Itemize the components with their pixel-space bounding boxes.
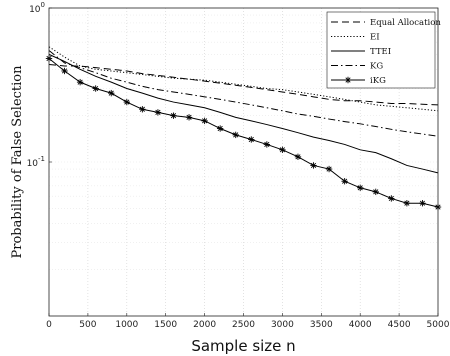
x-tick-label: 0 (46, 320, 52, 330)
series-line-kg (48, 50, 439, 137)
legend-label-ei: EI (370, 33, 380, 43)
series-point-ikg (388, 195, 395, 202)
legend: Equal Allocation EI TTEI KG iKG (326, 11, 441, 89)
y-tick-label: 100 (29, 1, 45, 15)
series-point-ikg (76, 78, 84, 86)
series-point-ikg (92, 85, 99, 92)
series-point-ikg (325, 165, 333, 173)
series-line-ikg (48, 58, 439, 208)
x-tick-label: 3500 (310, 320, 333, 330)
series-point-ikg (310, 162, 317, 169)
series-point-ikg (154, 109, 162, 116)
ticks: 0 500 1000 1500 2000 2500 3000 3500 4000 4500 5000… (27, 1, 450, 330)
series-point-ikg (372, 188, 379, 196)
legend-marker-ikg (344, 76, 352, 84)
x-tick-label: 1500 (154, 320, 177, 330)
series-point-ikg (403, 200, 411, 207)
series-point-ikg (139, 106, 146, 113)
series-point-ikg (263, 141, 271, 148)
series-point-ikg (185, 114, 193, 121)
x-tick-label: 2500 (232, 320, 255, 330)
series-point-ikg (201, 117, 208, 125)
series-point-ikg (279, 146, 286, 154)
x-tick-label: 5000 (427, 320, 450, 330)
y-tick-label: 10-1 (27, 155, 45, 169)
legend-label-kg: KG (370, 62, 383, 72)
legend-label-ttei: TTEI (370, 47, 391, 57)
x-tick-label: 4000 (349, 320, 372, 330)
x-tick-label: 1000 (115, 320, 138, 330)
series-point-ikg (248, 136, 255, 143)
series-point-ikg (61, 67, 68, 75)
series-point-ikg (294, 153, 302, 161)
y-axis-label: Probability of False Selection (10, 65, 25, 259)
series-point-ikg (108, 89, 115, 97)
legend-label-equal-allocation: Equal Allocation (370, 18, 441, 28)
series-point-ikg (419, 200, 426, 207)
series-point-ikg (123, 98, 130, 106)
x-tick-label: 3000 (271, 320, 294, 330)
series-point-ikg (357, 184, 364, 191)
series-line-ttei (48, 53, 439, 174)
series-point-ikg (216, 125, 224, 132)
legend-label-ikg: iKG (370, 76, 386, 86)
legend-box (326, 11, 436, 89)
series-line-ei (48, 46, 439, 112)
x-tick-label: 4500 (388, 320, 411, 330)
series-point-ikg (170, 112, 177, 119)
x-axis-label: Sample size n (191, 337, 295, 355)
x-tick-label: 2000 (193, 320, 216, 330)
series-point-ikg (232, 131, 239, 139)
series-point-ikg (341, 178, 348, 185)
x-tick-label: 500 (79, 320, 96, 330)
